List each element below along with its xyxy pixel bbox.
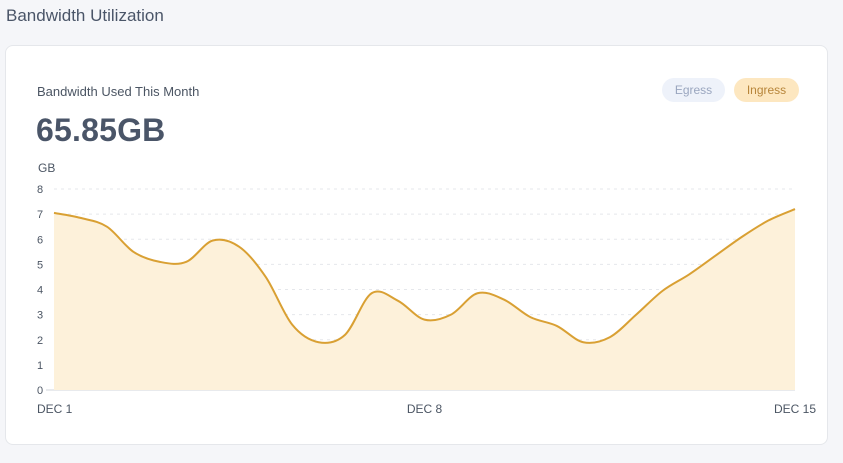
egress-toggle[interactable]: Egress (662, 78, 725, 102)
y-tick-label: 1 (37, 360, 43, 372)
x-tick-label: DEC 1 (37, 402, 73, 416)
ingress-toggle[interactable]: Ingress (734, 78, 799, 102)
bandwidth-card: Bandwidth Used This Month 65.85GB Egress… (5, 45, 828, 445)
bandwidth-total: 65.85GB (36, 112, 166, 148)
card-label: Bandwidth Used This Month (37, 84, 200, 99)
y-tick-label: 2 (37, 335, 43, 347)
y-tick-label: 3 (37, 310, 43, 322)
ingress-area (54, 209, 795, 390)
x-tick-label: DEC 8 (407, 402, 443, 416)
y-tick-label: 6 (37, 234, 43, 246)
y-tick-label: 8 (37, 184, 43, 196)
bandwidth-chart: GB 0 1 2 3 4 5 6 7 8 DEC 1 DEC 8 DEC 15 (37, 161, 816, 416)
page-title: Bandwidth Utilization (6, 6, 164, 25)
x-tick-label: DEC 15 (774, 402, 816, 416)
ingress-line (53, 208, 796, 344)
y-tick-label: 5 (37, 259, 43, 271)
y-tick-label: 4 (37, 285, 43, 297)
y-tick-label: 0 (37, 385, 43, 397)
y-tick-label: 7 (37, 209, 43, 221)
y-axis-unit: GB (38, 161, 55, 175)
